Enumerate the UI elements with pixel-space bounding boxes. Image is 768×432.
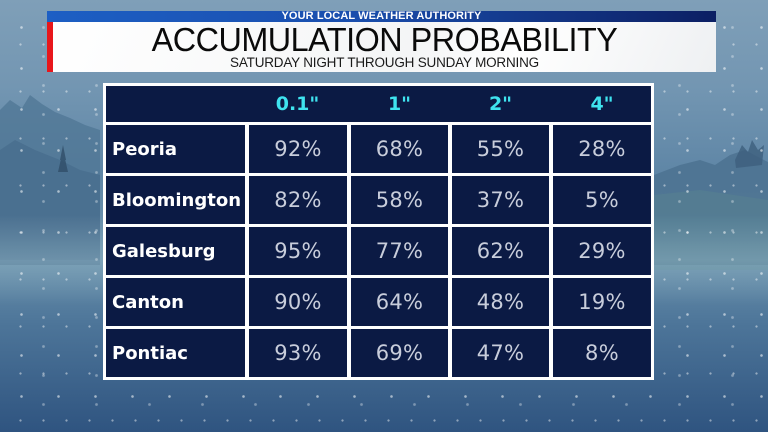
probability-cell: 5% xyxy=(553,176,651,224)
column-header: 2" xyxy=(488,93,513,115)
probability-cell: 29% xyxy=(553,227,651,275)
page-title: ACCUMULATION PROBABILITY xyxy=(151,21,618,58)
city-name: Canton xyxy=(106,278,245,326)
city-name: Peoria xyxy=(106,125,245,173)
probability-cell: 82% xyxy=(249,176,347,224)
city-name: Pontiac xyxy=(106,329,245,377)
city-name: Bloomington xyxy=(106,176,245,224)
probability-cell: 68% xyxy=(351,125,448,173)
table-row: Pontiac 93% 69% 47% 8% xyxy=(106,329,651,377)
probability-cell: 77% xyxy=(351,227,448,275)
probability-cell: 58% xyxy=(351,176,448,224)
column-header: 4" xyxy=(590,93,614,115)
title-panel: ACCUMULATION PROBABILITY SATURDAY NIGHT … xyxy=(47,22,716,72)
table-row: Galesburg 95% 77% 62% 29% xyxy=(106,227,651,275)
city-name: Galesburg xyxy=(106,227,245,275)
table-header-row: 0.1" 1" 2" 4" xyxy=(106,86,651,122)
table-row: Peoria 92% 68% 55% 28% xyxy=(106,125,651,173)
title-banner: YOUR LOCAL WEATHER AUTHORITY ACCUMULATIO… xyxy=(47,11,716,72)
probability-cell: 69% xyxy=(351,329,448,377)
probability-cell: 64% xyxy=(351,278,448,326)
probability-cell: 95% xyxy=(249,227,347,275)
table-row: Bloomington 82% 58% 37% 5% xyxy=(106,176,651,224)
probability-cell: 48% xyxy=(452,278,549,326)
probability-table: 0.1" 1" 2" 4" Peoria 92% 68% 55% 28% Blo… xyxy=(103,83,654,380)
probability-cell: 92% xyxy=(249,125,347,173)
probability-cell: 90% xyxy=(249,278,347,326)
accent-stripe xyxy=(47,22,53,72)
probability-cell: 93% xyxy=(249,329,347,377)
column-header: 0.1" xyxy=(275,93,320,115)
tagline-bar: YOUR LOCAL WEATHER AUTHORITY xyxy=(47,11,716,22)
probability-cell: 62% xyxy=(452,227,549,275)
probability-cell: 8% xyxy=(553,329,651,377)
column-header: 1" xyxy=(387,93,412,115)
page-subtitle: SATURDAY NIGHT THROUGH SUNDAY MORNING xyxy=(230,55,539,70)
probability-cell: 47% xyxy=(452,329,549,377)
tagline: YOUR LOCAL WEATHER AUTHORITY xyxy=(281,10,482,22)
table-row: Canton 90% 64% 48% 19% xyxy=(106,278,651,326)
probability-cell: 55% xyxy=(452,125,549,173)
probability-cell: 28% xyxy=(553,125,651,173)
probability-cell: 19% xyxy=(553,278,651,326)
probability-cell: 37% xyxy=(452,176,549,224)
